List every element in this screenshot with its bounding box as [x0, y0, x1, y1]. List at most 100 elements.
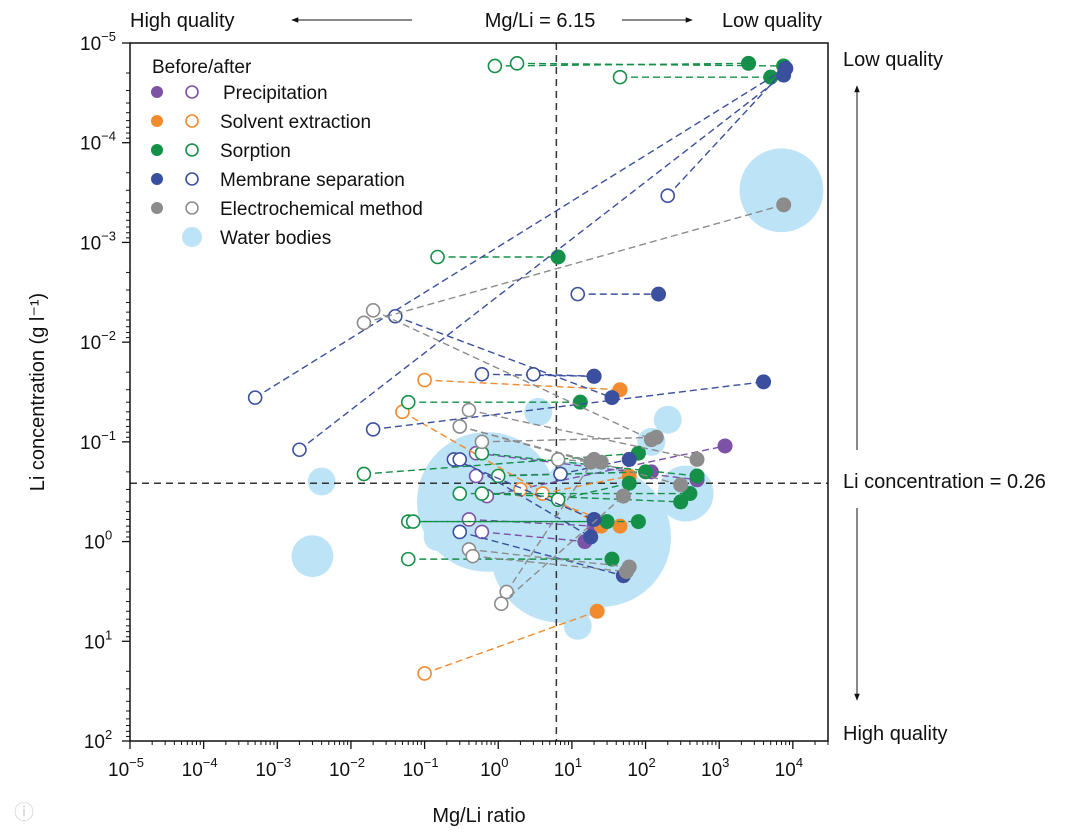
pair-line-6 [481, 452, 698, 477]
before-point-2 [461, 512, 477, 527]
water-body-0 [739, 148, 824, 233]
before-point-3 [660, 188, 676, 204]
after-point-8 [648, 429, 664, 445]
before-point-7 [526, 366, 541, 382]
legend-after-swatch [151, 115, 163, 127]
legend-label: Precipitation [223, 83, 328, 104]
before-point-0 [487, 58, 503, 74]
after-point-11 [583, 529, 599, 545]
after-point-13 [621, 475, 637, 491]
after-point-3 [612, 518, 628, 534]
after-point-0 [776, 197, 792, 213]
legend-before-swatch [185, 85, 199, 99]
before-point-0 [356, 315, 372, 331]
legend-entry-sorption: Sorption [151, 141, 291, 162]
before-point-10 [550, 452, 566, 467]
legend-water-swatch [182, 227, 202, 247]
before-point-12 [490, 468, 506, 484]
legend-label: Solvent extraction [220, 112, 371, 133]
after-point-4 [572, 394, 588, 410]
after-point-4 [651, 286, 667, 302]
before-point-13 [550, 492, 566, 507]
legend: Before/after Precipitation Solvent extract… [151, 57, 423, 249]
series-sorption [356, 55, 792, 567]
water-body-11 [563, 611, 592, 640]
pair-line-12 [498, 471, 646, 477]
after-point-8 [673, 494, 689, 510]
after-point-3 [778, 60, 794, 76]
after-point-7 [586, 368, 602, 384]
legend-label: Sorption [220, 141, 291, 162]
legend-after-swatch [151, 202, 163, 214]
legend-after-swatch [151, 173, 163, 185]
pair-line-8 [453, 458, 595, 521]
pair-line-5 [472, 555, 627, 573]
pair-line-1 [372, 309, 652, 441]
legend-after-swatch [151, 86, 163, 98]
pair-line-2 [424, 610, 598, 675]
before-point-1 [365, 303, 381, 318]
legend-entry-water-bodies: Water bodies [182, 227, 331, 249]
pair-line-4 [468, 548, 630, 568]
after-point-2 [756, 374, 772, 390]
after-point-5 [604, 390, 620, 406]
before-point-8 [474, 434, 490, 450]
before-point-3 [430, 249, 445, 265]
top-annotation-left: High quality [130, 10, 235, 32]
after-point-6 [689, 468, 705, 484]
after-point-9 [583, 454, 599, 470]
x-tick-label-8: 103 [701, 755, 729, 781]
after-point-9 [630, 514, 646, 530]
pair-line-8 [481, 436, 657, 443]
before-point-9 [452, 524, 468, 540]
x-tick-label-3: 10−2 [329, 755, 365, 781]
before-point-7 [494, 596, 509, 612]
pair-line-7 [500, 495, 624, 605]
top-annotation-right: Low quality [722, 10, 822, 32]
before-point-5 [465, 548, 481, 564]
after-point-3 [673, 477, 689, 493]
threshold-lines [130, 43, 828, 741]
pair-line-1 [517, 62, 784, 67]
water-body-9 [653, 405, 682, 434]
water-body-6 [307, 467, 336, 496]
pair-line-8 [481, 492, 681, 503]
pair-line-6 [506, 459, 595, 593]
after-point-12 [638, 464, 654, 480]
y-tick-label-7: 102 [84, 727, 112, 753]
y-tick-label-6: 101 [84, 627, 112, 653]
x-tick-label-6: 101 [554, 755, 582, 781]
pair-line-2 [468, 409, 698, 461]
after-point-2 [589, 603, 605, 619]
before-after-pairs [247, 55, 794, 681]
top-annotation-center: Mg/Li = 6.15 [485, 10, 596, 32]
pair-line-9 [459, 425, 591, 463]
before-point-6 [499, 584, 514, 600]
after-point-2 [689, 451, 705, 467]
before-point-11 [452, 452, 468, 467]
after-point-3 [550, 249, 566, 265]
before-point-2 [417, 666, 432, 681]
x-tick-label-7: 102 [627, 755, 655, 781]
after-point-10 [599, 514, 615, 530]
y-tick-label-2: 10−3 [80, 228, 116, 254]
before-point-10 [405, 514, 421, 529]
pair-line-4 [542, 475, 630, 495]
pair-line-3 [667, 67, 787, 197]
pair-line-0 [363, 204, 784, 324]
before-point-1 [292, 442, 307, 458]
legend-entry-solvent-extraction: Solvent extraction [151, 112, 371, 133]
after-point-0 [717, 438, 733, 454]
pair-line-1 [299, 74, 785, 451]
after-point-7 [615, 488, 631, 504]
legend-before-swatch [185, 172, 199, 186]
water-body-8 [423, 523, 452, 551]
y-axis-label: Li concentration (g l⁻¹) [27, 293, 49, 491]
before-point-0 [417, 372, 432, 388]
legend-title: Before/after [152, 57, 252, 78]
pair-line-5 [363, 452, 639, 475]
pair-line-9 [459, 531, 624, 577]
legend-entry-electrochemical-method: Electrochemical method [151, 199, 423, 220]
right-annotation-bottom: High quality [843, 723, 948, 745]
